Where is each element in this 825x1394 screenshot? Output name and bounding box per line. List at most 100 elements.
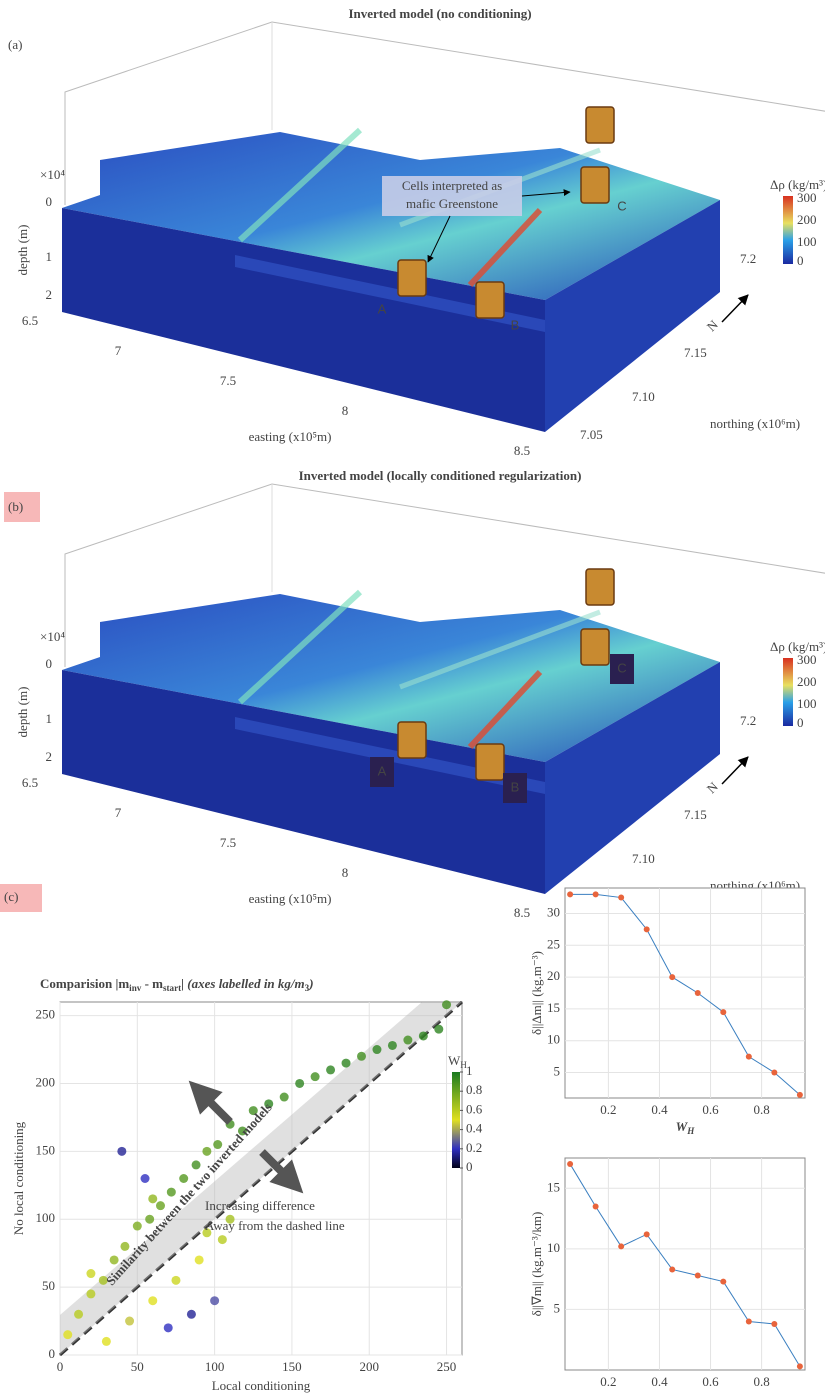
line-marker <box>771 1320 778 1327</box>
line <box>569 1163 801 1367</box>
y-axis-label: δ||∇m|| (kg.m⁻³/km) <box>529 1212 544 1317</box>
easting-tick-label: 7.5 <box>220 373 236 388</box>
point-label: C <box>617 198 626 213</box>
point-label-bg <box>610 654 634 684</box>
plot-area <box>564 887 806 1099</box>
y-tick-label: 100 <box>36 1210 56 1225</box>
x-tick-label: 200 <box>359 1359 379 1374</box>
model-face-left <box>62 670 545 894</box>
model-face-left <box>62 208 545 432</box>
annotation-arrow <box>427 215 451 263</box>
difference-arrow <box>259 1149 304 1194</box>
easting-tick-label: 8.5 <box>514 443 530 458</box>
point-label-bg <box>370 757 394 787</box>
scatter-point <box>101 1336 111 1346</box>
scatter-point <box>194 1255 204 1265</box>
x-tick-label: 0.2 <box>600 1374 616 1389</box>
y-axis-label: No local conditioning <box>11 1121 26 1235</box>
annotation-text: Cells interpreted as <box>402 178 502 193</box>
scatter-point <box>86 1269 96 1279</box>
y-tick-label: 15 <box>547 1000 560 1015</box>
colorbar-tick-label: 0.6 <box>466 1101 483 1116</box>
point-label: B <box>511 779 520 794</box>
colorbar-tick-label: 1 <box>466 1063 473 1078</box>
easting-tick-label: 8.5 <box>514 905 530 920</box>
point-label: B <box>511 317 520 332</box>
scatter-point <box>213 1140 223 1150</box>
text-part: | (axes labelled in kg/m <box>181 976 304 991</box>
subscript: H <box>460 1060 467 1070</box>
line-marker <box>694 1272 701 1279</box>
depth-tick-label: 0 <box>46 656 53 671</box>
panel-title: Inverted model (no conditioning) <box>348 6 531 21</box>
text-part: W <box>676 1391 689 1394</box>
model-panel: Inverted model (no conditioning) (a) ×10⁴ d… <box>8 6 825 458</box>
scatter-point <box>109 1255 119 1265</box>
north-label: N <box>704 779 722 797</box>
easting-label: easting (x10⁵m) <box>249 429 332 444</box>
model-top <box>62 594 720 762</box>
northing-tick-label: 7.15 <box>684 807 707 822</box>
anomaly-streak <box>467 207 543 288</box>
text-part: - m <box>141 976 163 991</box>
depth-tick-label: 0 <box>46 194 53 209</box>
scatter-point <box>217 1235 227 1245</box>
y-tick-label: 5 <box>554 1064 561 1079</box>
text-part: Comparision |m <box>40 976 129 991</box>
scatter-point <box>442 1000 452 1010</box>
scatter-point <box>279 1092 289 1102</box>
x-tick-label: 0.4 <box>651 1374 668 1389</box>
label-with-subscript: WH <box>448 1053 467 1070</box>
scatter-point <box>372 1045 382 1055</box>
easting-tick-label: 6.5 <box>22 313 38 328</box>
scatter-point <box>418 1031 428 1041</box>
scatter-point <box>225 1214 235 1224</box>
scatter-point <box>148 1194 158 1204</box>
line-marker <box>796 1363 803 1370</box>
x-tick-label: 250 <box>437 1359 457 1374</box>
colorbar-label: Δρ (kg/m³) <box>770 177 825 192</box>
line-marker <box>567 891 574 898</box>
colorbar <box>452 1072 460 1168</box>
x-tick-label: 0.8 <box>753 1102 769 1117</box>
y-tick-label: 250 <box>36 1007 56 1022</box>
scatter-point <box>63 1330 73 1340</box>
scatter-point <box>237 1126 247 1136</box>
easting-tick-label: 7.5 <box>220 835 236 850</box>
panel-label: (a) <box>8 37 22 52</box>
scatter-point <box>98 1275 108 1285</box>
northing-tick-label: 7.10 <box>632 851 655 866</box>
colorbar-tick-label: 0 <box>466 1159 473 1174</box>
greenstone-cells <box>585 106 615 144</box>
colorbar-tick-label: 200 <box>797 674 817 689</box>
scatter-point <box>202 1228 212 1238</box>
y-tick-label: 200 <box>36 1074 56 1089</box>
scatter-point <box>171 1275 181 1285</box>
line-marker <box>796 1091 803 1098</box>
model-step <box>235 717 545 794</box>
scatter-point <box>74 1309 84 1319</box>
label-with-subscript: Comparision |minv - mstart| (axes labell… <box>40 976 314 993</box>
greenstone-cells <box>475 743 505 781</box>
y-tick-label: 0 <box>49 1346 56 1361</box>
scatter-point <box>202 1146 212 1156</box>
easting-tick-label: 6.5 <box>22 775 38 790</box>
line-marker <box>592 1203 599 1210</box>
text-part: W <box>676 1119 689 1134</box>
line-marker <box>592 891 599 898</box>
anomaly-streak <box>237 589 363 705</box>
line-marker <box>567 1161 574 1168</box>
depth-tick-label: 1 <box>46 711 53 726</box>
annotation-box <box>382 176 522 216</box>
x-tick-label: 0.4 <box>651 1102 668 1117</box>
scatter-point <box>326 1065 336 1075</box>
y-axis-label: δ||Δm|| (kg.m⁻³) <box>529 951 544 1035</box>
scatter-point <box>163 1323 173 1333</box>
scatter-point <box>295 1078 305 1088</box>
x-tick-label: 100 <box>205 1359 225 1374</box>
scatter-point <box>186 1309 196 1319</box>
colorbar-tick-label: 300 <box>797 652 817 667</box>
line-marker <box>669 974 676 981</box>
scatter-point <box>140 1174 150 1183</box>
text-part: ) <box>308 976 313 991</box>
